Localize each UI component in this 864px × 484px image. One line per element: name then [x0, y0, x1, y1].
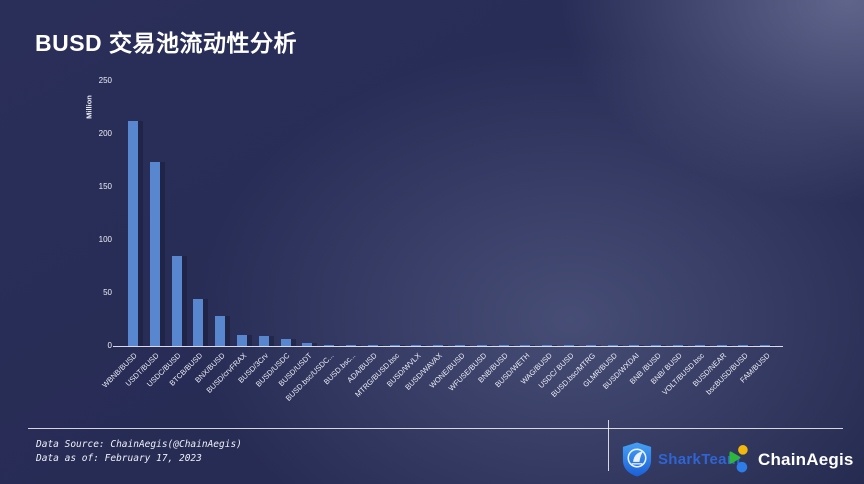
- bar-VOLT/BUSD.bsc: [694, 345, 705, 346]
- sharkteam-shield-icon: [622, 442, 652, 477]
- bar-BNB/BUSD: [498, 345, 509, 346]
- bar-BUSD.bsc/MTRG: [585, 345, 596, 346]
- bar-BUSD/WETH: [520, 345, 531, 346]
- bar-BUSD/3Crv: [258, 336, 269, 346]
- bar-GLMR/BUSD: [607, 345, 618, 346]
- y-axis-tick-150: 150: [98, 182, 112, 191]
- chainaegis-wordmark: ChainAegis: [758, 450, 854, 469]
- y-axis-tick-200: 200: [98, 129, 112, 138]
- bar-BNB /BUSD: [651, 345, 662, 346]
- bar-BNB/ BUSD: [672, 345, 683, 346]
- bar-USDT/BUSD: [149, 162, 160, 346]
- bar-BUSD.bsc/USDC...: [324, 345, 335, 346]
- bar-WONE/BUSD: [454, 345, 465, 346]
- bar-BUSD/WVLX: [411, 345, 422, 346]
- bar-WFUSE/BUSD: [476, 345, 487, 346]
- bar-MTRG/BUSD.bsc: [389, 345, 400, 346]
- footer-vertical-divider: [608, 420, 609, 471]
- bar-BUSD/WAVAX: [433, 345, 444, 346]
- data-date-line: Data as of: February 17, 2023: [36, 453, 202, 464]
- bar-BUSD/USDT: [302, 343, 313, 346]
- bar-USDC/ BUSD: [563, 345, 574, 346]
- bar-BUSD/NEAR: [716, 345, 727, 346]
- bar-BUSD/USDC: [280, 339, 291, 346]
- bar-BTCB/BUSD: [193, 299, 204, 346]
- bar-USDC/BUSD: [171, 256, 182, 346]
- page-title: BUSD 交易池流动性分析: [35, 30, 298, 56]
- bar-BUSD/WXDAI: [629, 345, 640, 346]
- footer-source-block: Data Source: ChainAegis(@ChainAegis) Dat…: [36, 438, 242, 466]
- bar-BUSD.bsc...: [345, 345, 356, 346]
- y-axis-tick-50: 50: [103, 288, 112, 297]
- bar-BUSD/crvFRAX: [236, 335, 247, 346]
- bar-BNX/BUSD: [215, 316, 226, 346]
- bar-ADA/BUSD: [367, 345, 378, 346]
- bar-WAG/BUSD: [542, 345, 553, 346]
- y-axis-tick-250: 250: [98, 76, 112, 85]
- bar-WBNB/BUSD: [127, 121, 138, 346]
- x-axis-line: [113, 346, 783, 347]
- chainaegis-icon: [728, 444, 753, 474]
- y-axis-tick-100: 100: [98, 235, 112, 244]
- sharkteam-wordmark: SharkTeam: [658, 451, 741, 468]
- bar-FAM/BUSD: [760, 345, 771, 346]
- y-axis-tick-0: 0: [107, 341, 112, 350]
- footer-horizontal-rule: [28, 428, 843, 429]
- bar-bscBUSD/BUSD: [738, 345, 749, 346]
- data-source-line: Data Source: ChainAegis(@ChainAegis): [36, 439, 242, 450]
